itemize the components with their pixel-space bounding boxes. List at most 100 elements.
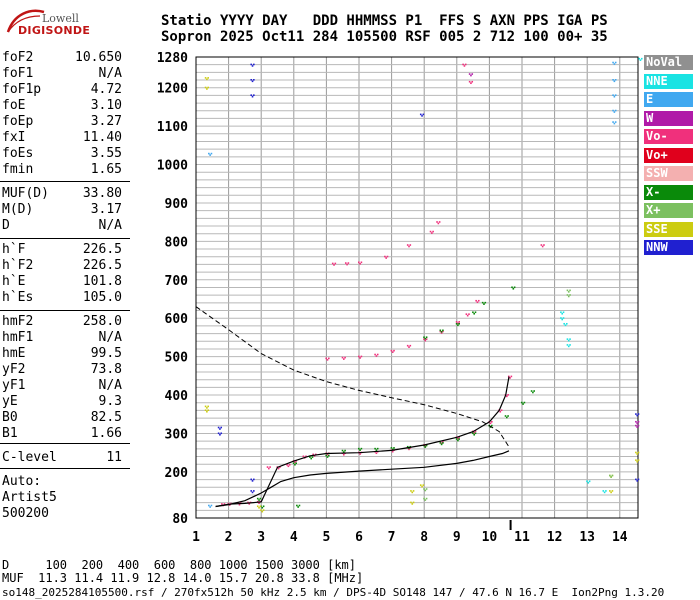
param-value: 3.17 bbox=[90, 202, 122, 217]
separator bbox=[0, 310, 130, 311]
param-name: M(D) bbox=[2, 202, 34, 217]
data-point bbox=[217, 432, 223, 436]
param-row: yE 9.3 bbox=[2, 394, 122, 410]
param-name: fmin bbox=[2, 162, 34, 177]
legend-item: SSE bbox=[644, 221, 693, 237]
x-tick-label: 4 bbox=[290, 530, 298, 545]
param-name: D bbox=[2, 218, 10, 233]
data-point bbox=[390, 447, 395, 451]
param-value: 11.40 bbox=[82, 130, 122, 145]
legend-item: NNW bbox=[644, 240, 693, 255]
y-tick-label: 600 bbox=[165, 312, 189, 327]
footer-info: so148_2025284105500.rsf / 270fx512h 50 k… bbox=[2, 586, 665, 599]
legend-item: W bbox=[644, 110, 693, 126]
series-line-trace bbox=[215, 376, 510, 508]
data-point bbox=[612, 79, 617, 83]
param-value: 99.5 bbox=[90, 346, 122, 361]
data-point bbox=[250, 94, 255, 98]
legend-item: Vo- bbox=[644, 129, 693, 144]
data-point bbox=[602, 490, 607, 494]
param-value: 258.0 bbox=[82, 314, 122, 329]
legend-item: X- bbox=[644, 184, 693, 200]
param-value: 82.5 bbox=[90, 410, 122, 425]
param-row: foF1p 4.72 bbox=[2, 82, 122, 98]
data-point bbox=[465, 313, 470, 317]
data-point bbox=[612, 94, 617, 98]
x-tick-label: 9 bbox=[453, 530, 461, 545]
data-point bbox=[530, 390, 535, 394]
x-tick-label: 6 bbox=[355, 530, 363, 545]
legend-item: SSW bbox=[644, 166, 693, 181]
y-tick-label: 1280 bbox=[157, 51, 188, 66]
data-point bbox=[455, 321, 460, 325]
data-point bbox=[638, 57, 643, 61]
param-value: 226.5 bbox=[82, 258, 122, 273]
x-tick-label: 13 bbox=[579, 530, 595, 545]
param-value: N/A bbox=[98, 66, 122, 81]
param-value: N/A bbox=[98, 378, 122, 393]
data-point bbox=[406, 344, 412, 348]
legend-item: NoVal bbox=[644, 55, 693, 70]
param-row: foF2 10.650 bbox=[2, 50, 122, 66]
data-point bbox=[439, 329, 444, 333]
footer-distance-row: D 100 200 400 600 800 1000 1500 3000 [km… bbox=[2, 558, 357, 572]
data-point bbox=[566, 338, 571, 342]
data-point bbox=[260, 509, 265, 513]
data-point bbox=[217, 426, 223, 430]
logo-swoosh-icon bbox=[6, 9, 45, 33]
param-name: foF1 bbox=[2, 66, 34, 81]
x-tick-label: 11 bbox=[514, 530, 530, 545]
data-point bbox=[540, 244, 545, 248]
data-point bbox=[423, 488, 428, 492]
param-name: foE bbox=[2, 98, 26, 113]
param-value: 9.3 bbox=[98, 394, 122, 409]
param-value: 10.650 bbox=[75, 50, 122, 65]
separator bbox=[0, 443, 130, 444]
data-point bbox=[635, 459, 640, 463]
y-tick-label: 1100 bbox=[157, 120, 188, 135]
param-row: h`E 101.8 bbox=[2, 274, 122, 290]
param-name: foF1p bbox=[2, 82, 42, 97]
data-point bbox=[586, 480, 591, 484]
param-row: h`Es 105.0 bbox=[2, 290, 122, 306]
data-point bbox=[429, 230, 434, 234]
param-name: hmF2 bbox=[2, 314, 34, 329]
y-tick-label: 1200 bbox=[157, 82, 188, 97]
y-tick-label: 800 bbox=[165, 235, 189, 250]
data-point bbox=[609, 474, 614, 478]
y-tick-label: 80 bbox=[172, 512, 188, 527]
param-value: 3.27 bbox=[90, 114, 122, 129]
param-name: foEp bbox=[2, 114, 34, 129]
data-point bbox=[250, 79, 255, 83]
param-name: B0 bbox=[2, 410, 18, 425]
param-value: 1.65 bbox=[90, 162, 122, 177]
param-name: MUF(D) bbox=[2, 186, 49, 201]
data-point bbox=[563, 322, 568, 327]
param-name: yF1 bbox=[2, 378, 26, 393]
param-name: hmF1 bbox=[2, 330, 34, 345]
data-point bbox=[325, 454, 330, 458]
x-tick-label: 12 bbox=[547, 530, 563, 545]
param-name: yE bbox=[2, 394, 18, 409]
data-point bbox=[566, 344, 571, 348]
data-point bbox=[410, 501, 415, 505]
param-name: h`F2 bbox=[2, 258, 34, 273]
data-point bbox=[560, 317, 565, 321]
param-row: hmE 99.5 bbox=[2, 346, 122, 362]
data-point bbox=[325, 357, 330, 361]
param-name: h`E bbox=[2, 274, 26, 289]
data-point bbox=[250, 63, 255, 67]
data-point bbox=[208, 152, 213, 156]
data-point bbox=[468, 80, 474, 85]
x-tick-label: 7 bbox=[388, 530, 396, 545]
data-point bbox=[256, 497, 262, 501]
data-point bbox=[423, 338, 428, 342]
legend-item: NNE bbox=[644, 73, 693, 89]
separator bbox=[0, 238, 130, 239]
param-row: yF2 73.8 bbox=[2, 362, 122, 378]
param-name: foEs bbox=[2, 146, 34, 161]
data-point bbox=[266, 466, 271, 470]
x-tick-label: 2 bbox=[225, 530, 233, 545]
data-point bbox=[566, 289, 571, 293]
